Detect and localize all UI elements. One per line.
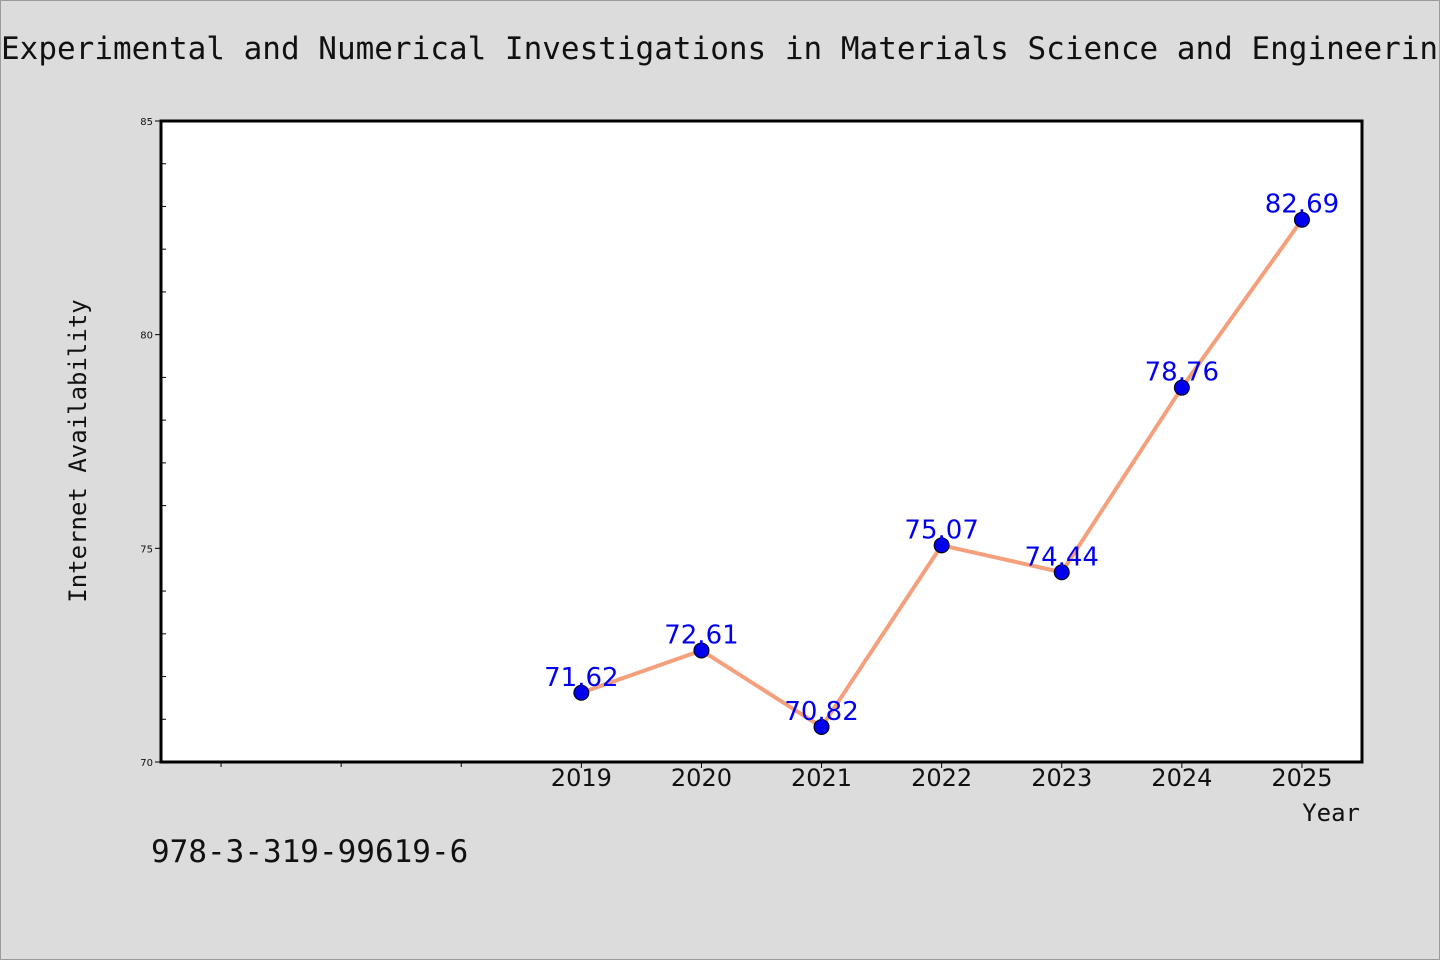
data-label: 82.69 — [1265, 190, 1339, 220]
plot-area — [159, 119, 1364, 764]
x-tick-label: 2025 — [1271, 764, 1332, 792]
y-axis-title: Internet Availability — [64, 299, 92, 602]
y-tick-label: 70 — [140, 758, 153, 769]
x-tick-label: 2023 — [1031, 764, 1092, 792]
data-point — [573, 684, 590, 701]
x-tick-label: 2019 — [551, 764, 612, 792]
data-point — [1053, 564, 1070, 581]
data-label: 72.61 — [664, 620, 738, 650]
x-axis-title: Year — [1302, 799, 1360, 827]
data-label: 71.62 — [544, 663, 618, 693]
data-label: 74.44 — [1025, 542, 1099, 572]
y-axis-ticks: 70 75 80 85 — [140, 117, 161, 769]
x-axis-ticks: 2019 2020 2021 2022 2023 2024 2025 — [551, 762, 1332, 792]
data-label: 78.76 — [1145, 358, 1219, 388]
y-tick-label: 80 — [140, 331, 153, 342]
data-point — [1173, 379, 1190, 396]
data-point — [1293, 211, 1310, 228]
series-labels: 71.62 72.61 70.82 75.07 74.44 78.76 82.69 — [544, 190, 1339, 727]
x-tick-label: 2022 — [911, 764, 972, 792]
footer-isbn: 978-3-319-99619-6 — [151, 834, 469, 870]
x-tick-label: 2024 — [1151, 764, 1212, 792]
y-tick-label: 85 — [140, 117, 153, 128]
data-point — [693, 642, 710, 659]
x-tick-label: 2020 — [671, 764, 732, 792]
series-points — [573, 211, 1310, 735]
chart-title: Experimental and Numerical Investigation… — [1, 31, 1440, 67]
data-label: 70.82 — [784, 697, 858, 727]
data-point — [813, 718, 830, 735]
y-tick-label: 75 — [140, 544, 153, 555]
data-label: 75.07 — [904, 515, 978, 545]
x-tick-label: 2021 — [791, 764, 852, 792]
minor-ticks — [161, 163, 462, 767]
data-point — [933, 537, 950, 554]
